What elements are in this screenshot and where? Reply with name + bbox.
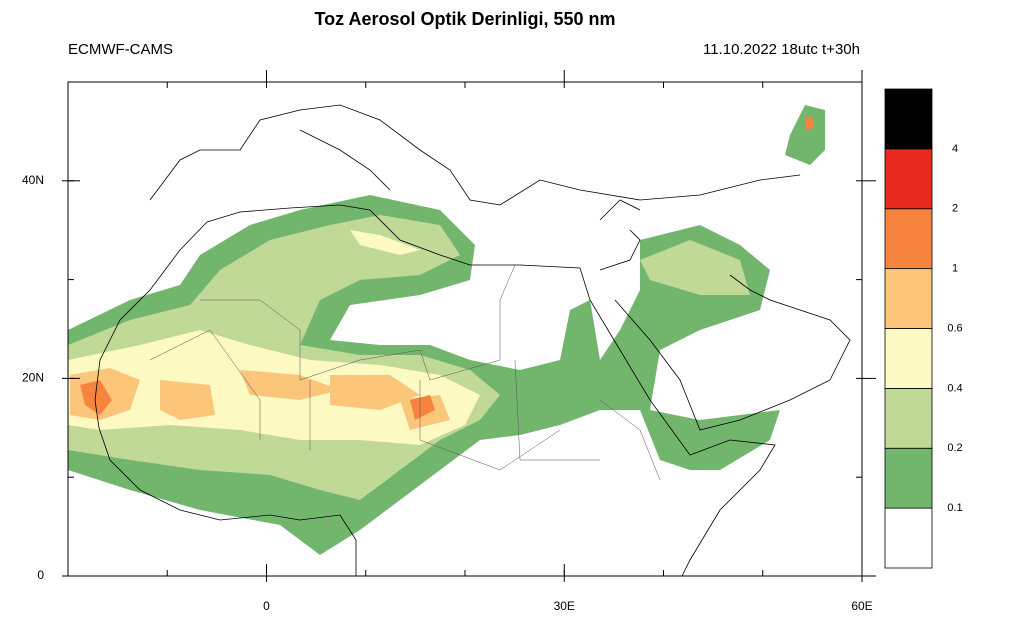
coastline-africa xyxy=(94,204,776,576)
colorbar-bin xyxy=(884,208,933,270)
colorbar-label: 0.4 xyxy=(947,382,962,394)
axes: 0 30E 60E 0 20N 40N xyxy=(22,70,876,613)
colorbar-label: 4 xyxy=(952,143,958,155)
colorbar-bin xyxy=(884,507,933,569)
colorbar-bin xyxy=(884,268,933,329)
y-tick-label: 40N xyxy=(22,173,44,187)
x-tick-label: 60E xyxy=(851,599,872,613)
y-tick-label: 0 xyxy=(37,568,44,582)
colorbar-bin xyxy=(884,447,933,509)
colorbar-label: 2 xyxy=(952,203,958,215)
map-area xyxy=(68,104,851,576)
colorbar-label: 0.1 xyxy=(947,502,962,514)
colorbar: 0.1 0.2 0.4 0.6 1 2 4 xyxy=(884,88,963,569)
dust-0.6 xyxy=(70,368,450,430)
coastline-europe xyxy=(149,104,801,221)
y-tick-label: 20N xyxy=(22,371,44,385)
x-tick-label: 0 xyxy=(263,599,270,613)
title: Toz Aerosol Optik Derinligi, 550 nm xyxy=(314,9,615,29)
x-tick-label: 30E xyxy=(554,599,575,613)
right-label: 11.10.2022 18utc t+30h xyxy=(703,41,860,58)
colorbar-bin xyxy=(884,387,933,449)
colorbar-bin xyxy=(884,148,933,210)
colorbar-label: 0.2 xyxy=(947,442,962,454)
colorbar-bin xyxy=(884,88,933,150)
colorbar-label: 1 xyxy=(952,263,958,275)
country-borders xyxy=(149,264,661,481)
colorbar-label: 0.6 xyxy=(947,322,962,334)
colorbar-bin xyxy=(884,328,933,389)
left-label: ECMWF-CAMS xyxy=(68,41,173,58)
dust-0.1-caspian xyxy=(785,105,825,165)
coastline-arabia xyxy=(599,229,851,431)
